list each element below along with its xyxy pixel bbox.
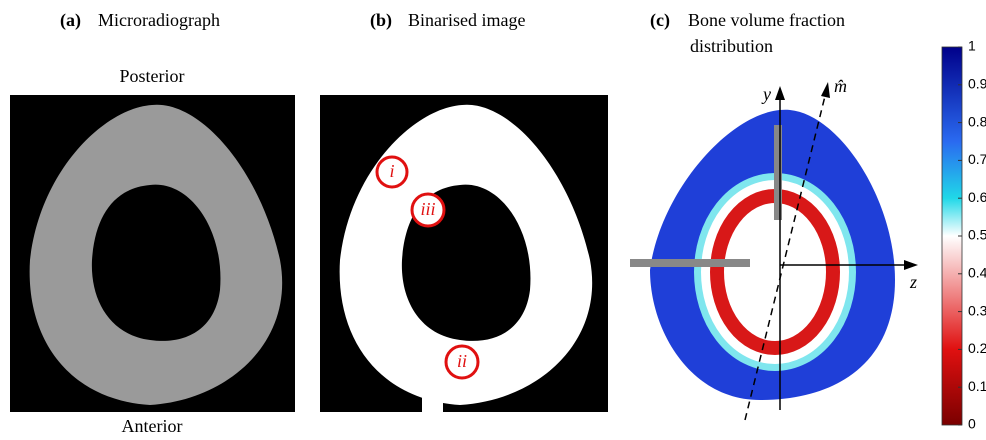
panel-title: Binarised image: [408, 10, 525, 30]
panel-tag: (a): [60, 10, 81, 31]
axis-label: z: [909, 272, 917, 292]
gap: [422, 388, 443, 412]
colorbar-tick-label: 1: [968, 38, 976, 54]
colorbar-tick-label: 0.8: [968, 113, 986, 129]
panel-title: Microradiograph: [98, 10, 220, 30]
gray-bar: [630, 259, 750, 267]
marker-label: iii: [420, 199, 435, 219]
panel-title: distribution: [690, 36, 773, 56]
figure: (a) Microradiograph Posterior Anterior (…: [0, 0, 986, 440]
panel-tag: (b): [370, 10, 392, 31]
colorbar-tick-label: 0.3: [968, 302, 986, 318]
panel-tag: (c): [650, 10, 670, 31]
colorbar-tick-label: 0.4: [968, 265, 986, 281]
axis-label: m̂: [834, 76, 847, 96]
marker-label: i: [389, 161, 394, 181]
colorbar-tick-label: 0: [968, 416, 976, 432]
arrowhead: [904, 260, 918, 270]
orientation-label: Anterior: [122, 416, 183, 436]
colorbar-tick-label: 0.6: [968, 189, 986, 205]
axis-label: y: [761, 84, 771, 104]
arrowhead: [821, 82, 830, 98]
colorbar-tick-label: 0.7: [968, 151, 986, 167]
colorbar-tick-label: 0.1: [968, 378, 986, 394]
gray-bar: [774, 125, 782, 220]
colorbar-tick-label: 0.9: [968, 76, 986, 92]
orientation-label: Posterior: [120, 66, 185, 86]
arrowhead: [775, 86, 785, 100]
panel-title: Bone volume fraction: [688, 10, 845, 30]
colorbar-tick-label: 0.2: [968, 340, 986, 356]
marker-label: ii: [457, 351, 467, 371]
colorbar-tick-label: 0.5: [968, 227, 986, 243]
